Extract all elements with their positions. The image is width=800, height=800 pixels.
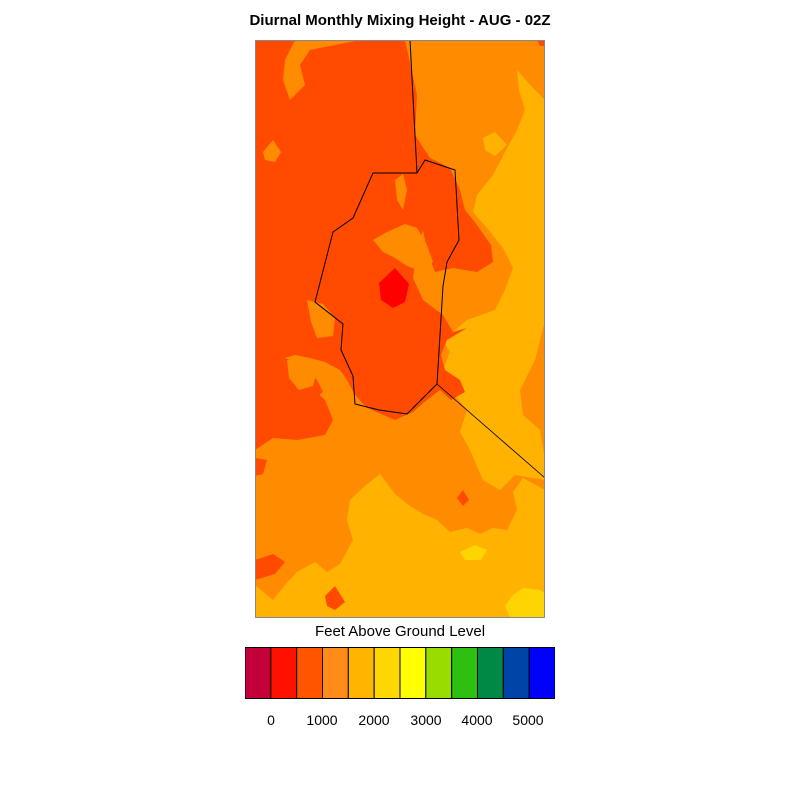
contour-2500-patch-2 xyxy=(505,588,545,618)
color-scale-cell xyxy=(322,647,349,699)
map-title: Diurnal Monthly Mixing Height - AUG - 02… xyxy=(249,12,551,29)
mixing-height-map xyxy=(255,40,545,618)
color-scale-bar xyxy=(245,647,555,699)
legend-label: Feet Above Ground Level xyxy=(314,623,486,640)
tick-label: 0 xyxy=(267,712,275,728)
contour-500-core xyxy=(379,268,409,308)
tick-label: 4000 xyxy=(461,712,493,728)
color-scale-cell xyxy=(270,647,298,699)
contour-1000-corner-ne xyxy=(537,40,545,46)
contour-1000-island-east xyxy=(457,490,469,506)
tick-label: 3000 xyxy=(410,712,442,728)
tick-label: 2000 xyxy=(358,712,390,728)
map-border xyxy=(255,40,545,618)
contour-1000-southwest xyxy=(255,356,333,450)
contour-2000-south xyxy=(255,474,545,618)
color-scale-cell xyxy=(425,647,453,699)
contour-2500-patch-1 xyxy=(460,545,487,560)
contour-1500-island-left xyxy=(263,140,281,162)
color-scale-cell xyxy=(399,647,427,699)
contour-1500-island-lower xyxy=(287,358,317,390)
contour-1500-island-west-mid xyxy=(307,300,335,338)
contour-2000-east xyxy=(443,70,545,490)
color-scale-cell xyxy=(245,647,272,699)
contour-1000-island-west xyxy=(255,458,267,476)
color-scale-cell xyxy=(451,647,478,699)
contour-1000-island-south xyxy=(325,586,345,610)
color-scale-cell xyxy=(347,647,375,699)
contour-1500-island-nw xyxy=(283,40,310,100)
color-scale-cell xyxy=(373,647,401,699)
contour-1000-island-sw xyxy=(255,554,285,580)
contour-1500-island-mid xyxy=(395,174,407,210)
boundary-line-southeast xyxy=(436,383,545,479)
region-boundary-polygon xyxy=(314,159,460,415)
contour-2000-island-1 xyxy=(483,132,507,156)
tick-label: 1000 xyxy=(306,712,338,728)
boundary-line-north xyxy=(409,40,418,174)
tick-label: 5000 xyxy=(512,712,544,728)
color-scale-cell xyxy=(296,647,323,699)
color-scale-cell xyxy=(528,647,555,699)
contour-1500-island-center xyxy=(373,224,433,272)
color-scale-cell xyxy=(477,647,504,699)
color-scale-cell xyxy=(502,647,530,699)
